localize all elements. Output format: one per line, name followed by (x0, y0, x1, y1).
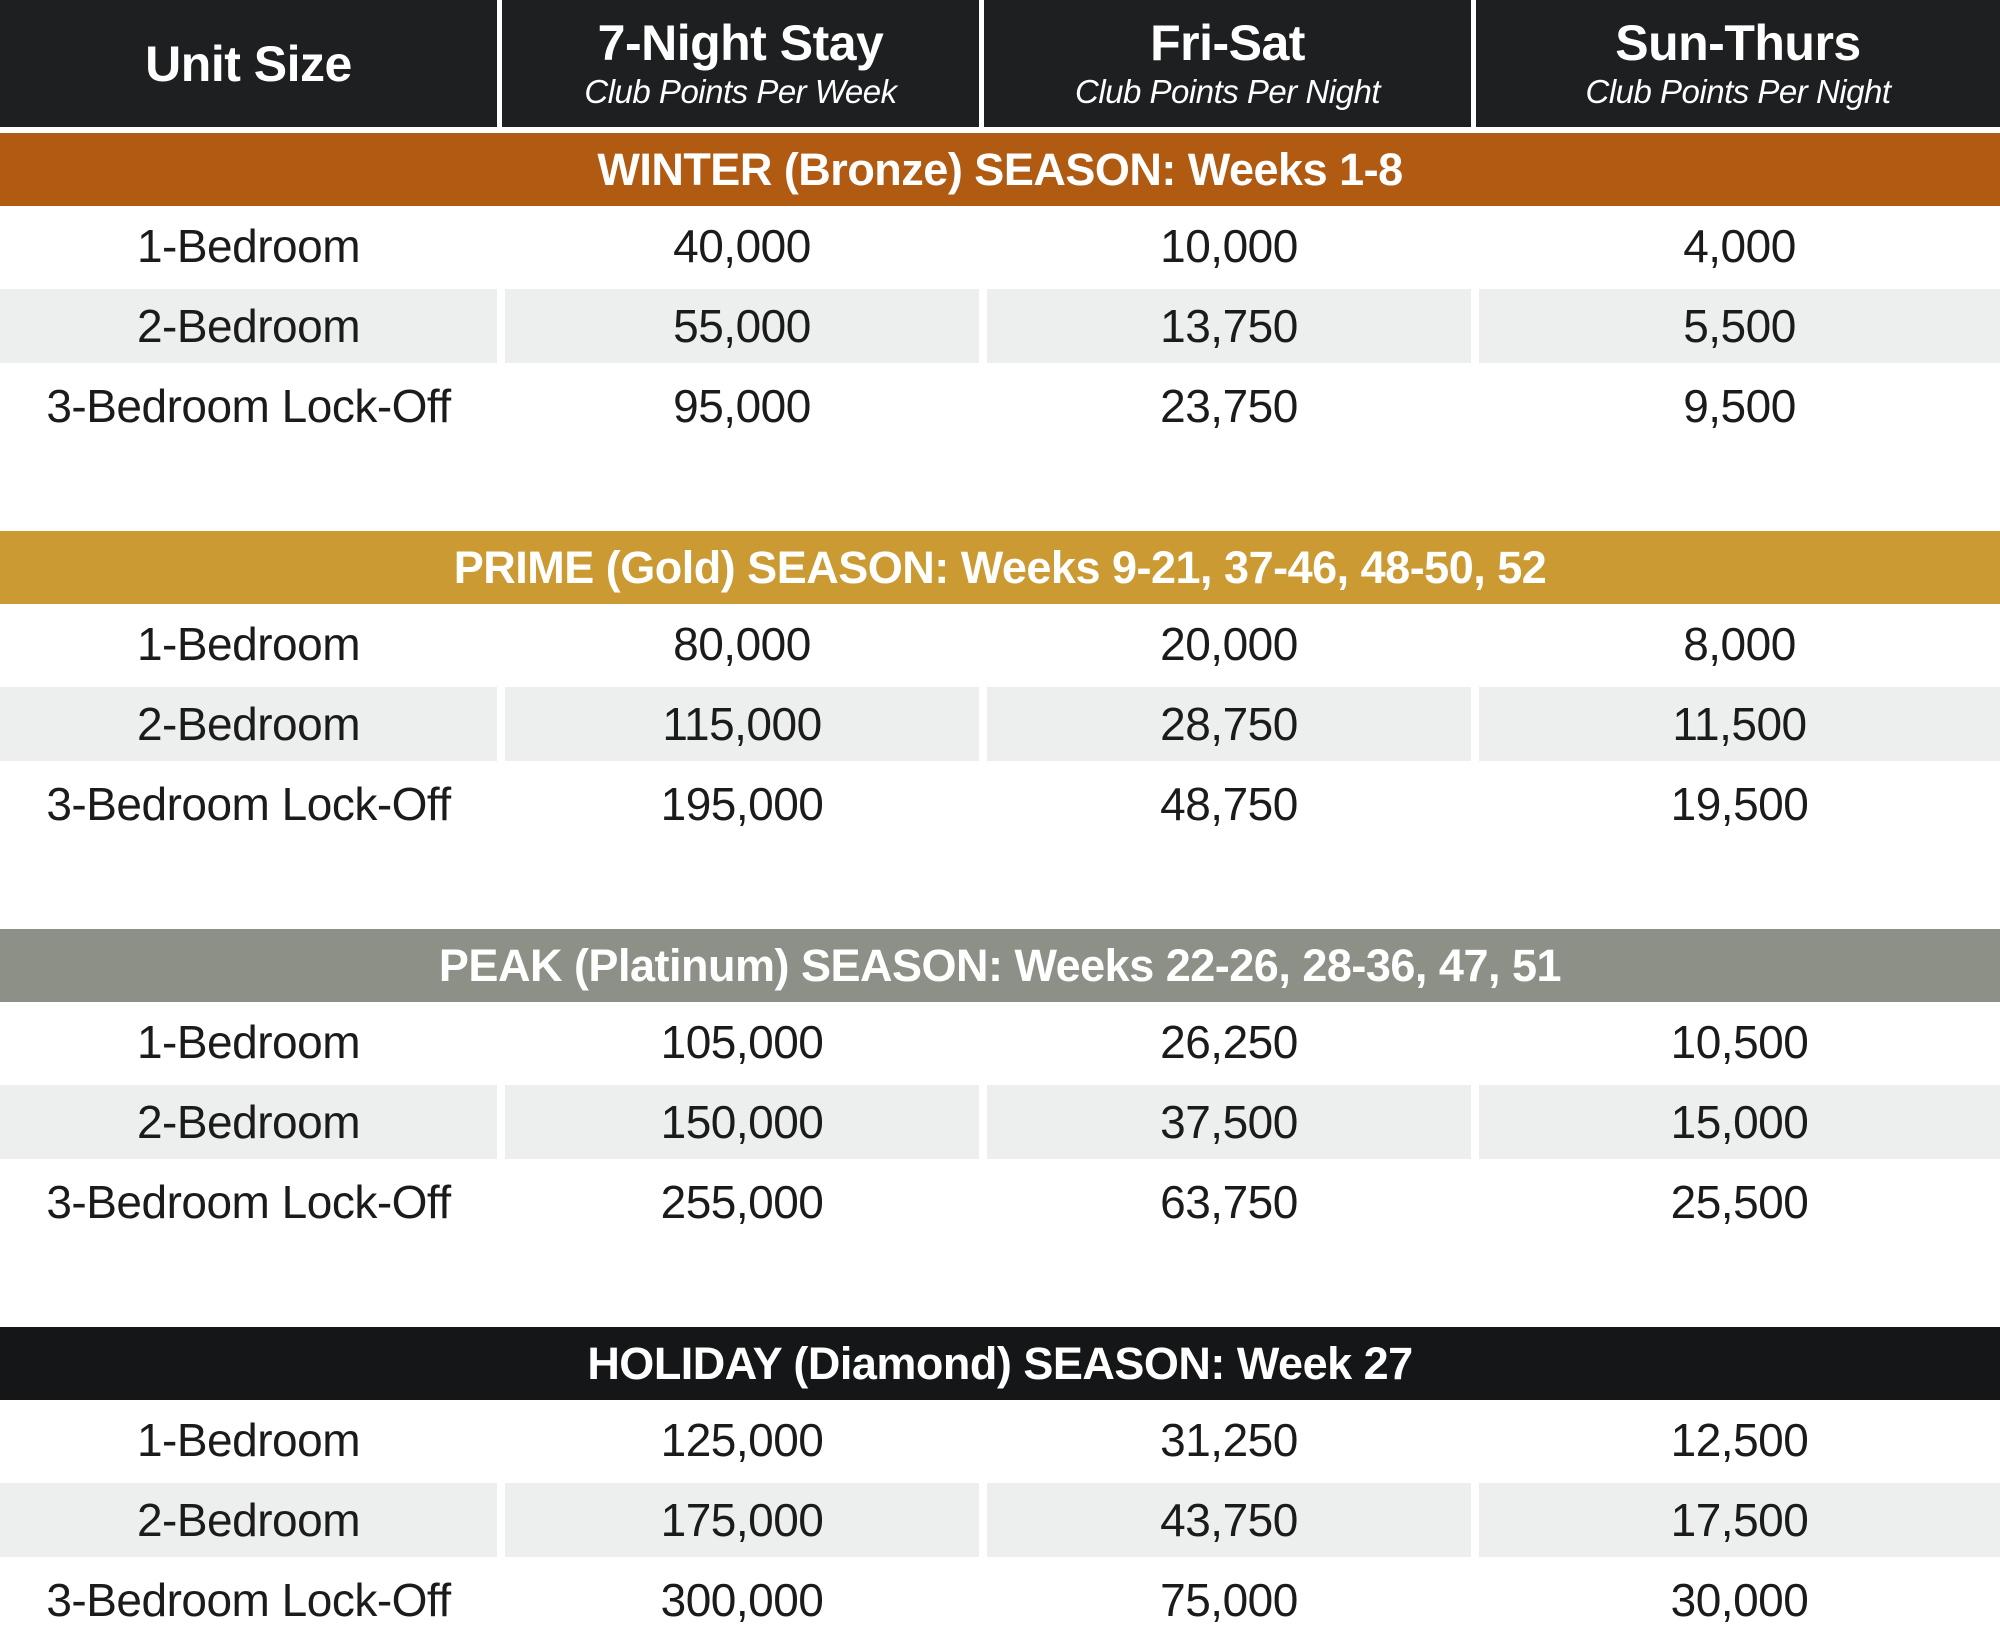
sun-thurs-points-cell: 19,500 (1471, 764, 2000, 844)
week-points-cell: 175,000 (497, 1480, 979, 1560)
week-points-cell: 80,000 (497, 604, 979, 684)
fri-sat-points-cell: 48,750 (979, 764, 1471, 844)
table-row: 2-Bedroom 175,000 43,750 17,500 (0, 1480, 2000, 1560)
season-section: HOLIDAY (Diamond) SEASON: Week 27 1-Bedro… (0, 1327, 2000, 1640)
week-points-cell: 115,000 (497, 684, 979, 764)
season-band: HOLIDAY (Diamond) SEASON: Week 27 (0, 1327, 2000, 1400)
unit-size-cell: 3-Bedroom Lock-Off (0, 1560, 497, 1640)
week-points-cell: 255,000 (497, 1162, 979, 1242)
week-points-cell: 125,000 (497, 1400, 979, 1480)
fri-sat-points-cell: 20,000 (979, 604, 1471, 684)
unit-size-cell: 3-Bedroom Lock-Off (0, 764, 497, 844)
header-subtitle: Club Points Per Night (1075, 73, 1380, 111)
header-cell-7-night-stay: 7-Night Stay Club Points Per Week (497, 0, 979, 127)
sun-thurs-points-cell: 4,000 (1471, 206, 2000, 286)
header-subtitle: Club Points Per Night (1585, 73, 1891, 111)
fri-sat-points-cell: 13,750 (979, 286, 1471, 366)
table-row: 2-Bedroom 150,000 37,500 15,000 (0, 1082, 2000, 1162)
unit-size-cell: 2-Bedroom (0, 1480, 497, 1560)
week-points-cell: 95,000 (497, 366, 979, 446)
season-band: WINTER (Bronze) SEASON: Weeks 1-8 (0, 133, 2000, 206)
unit-size-cell: 1-Bedroom (0, 206, 497, 286)
unit-size-cell: 3-Bedroom Lock-Off (0, 366, 497, 446)
season-section: WINTER (Bronze) SEASON: Weeks 1-8 1-Bedro… (0, 133, 2000, 446)
header-subtitle: Club Points Per Week (584, 73, 897, 111)
season-band: PRIME (Gold) SEASON: Weeks 9-21, 37-46, … (0, 531, 2000, 604)
table-row: 2-Bedroom 115,000 28,750 11,500 (0, 684, 2000, 764)
week-points-cell: 150,000 (497, 1082, 979, 1162)
fri-sat-points-cell: 75,000 (979, 1560, 1471, 1640)
table-row: 2-Bedroom 55,000 13,750 5,500 (0, 286, 2000, 366)
unit-size-cell: 2-Bedroom (0, 1082, 497, 1162)
fri-sat-points-cell: 10,000 (979, 206, 1471, 286)
week-points-cell: 300,000 (497, 1560, 979, 1640)
sun-thurs-points-cell: 10,500 (1471, 1002, 2000, 1082)
header-cell-unit-size: Unit Size (0, 0, 497, 127)
sun-thurs-points-cell: 11,500 (1471, 684, 2000, 764)
season-section: PRIME (Gold) SEASON: Weeks 9-21, 37-46, … (0, 531, 2000, 844)
table-row: 1-Bedroom 105,000 26,250 10,500 (0, 1002, 2000, 1082)
fri-sat-points-cell: 31,250 (979, 1400, 1471, 1480)
unit-size-cell: 3-Bedroom Lock-Off (0, 1162, 497, 1242)
header-cell-sun-thurs: Sun-Thurs Club Points Per Night (1471, 0, 2000, 127)
sun-thurs-points-cell: 8,000 (1471, 604, 2000, 684)
table-row: 3-Bedroom Lock-Off 300,000 75,000 30,000 (0, 1560, 2000, 1640)
table-row: 1-Bedroom 125,000 31,250 12,500 (0, 1400, 2000, 1480)
table-row: 3-Bedroom Lock-Off 95,000 23,750 9,500 (0, 366, 2000, 446)
header-title: Sun-Thurs (1615, 15, 1861, 72)
unit-size-cell: 1-Bedroom (0, 604, 497, 684)
header-cell-fri-sat: Fri-Sat Club Points Per Night (979, 0, 1471, 127)
season-band: PEAK (Platinum) SEASON: Weeks 22-26, 28-… (0, 929, 2000, 1002)
fri-sat-points-cell: 26,250 (979, 1002, 1471, 1082)
seasons-container: WINTER (Bronze) SEASON: Weeks 1-8 1-Bedro… (0, 133, 2000, 1640)
fri-sat-points-cell: 37,500 (979, 1082, 1471, 1162)
header-title: 7-Night Stay (597, 15, 884, 72)
unit-size-cell: 1-Bedroom (0, 1002, 497, 1082)
season-section: PEAK (Platinum) SEASON: Weeks 22-26, 28-… (0, 929, 2000, 1242)
week-points-cell: 40,000 (497, 206, 979, 286)
sun-thurs-points-cell: 9,500 (1471, 366, 2000, 446)
fri-sat-points-cell: 63,750 (979, 1162, 1471, 1242)
fri-sat-points-cell: 28,750 (979, 684, 1471, 764)
table-row: 3-Bedroom Lock-Off 255,000 63,750 25,500 (0, 1162, 2000, 1242)
header-title: Unit Size (145, 35, 352, 92)
table-header: Unit Size 7-Night Stay Club Points Per W… (0, 0, 2000, 127)
fri-sat-points-cell: 43,750 (979, 1480, 1471, 1560)
fri-sat-points-cell: 23,750 (979, 366, 1471, 446)
week-points-cell: 55,000 (497, 286, 979, 366)
table-row: 1-Bedroom 80,000 20,000 8,000 (0, 604, 2000, 684)
sun-thurs-points-cell: 30,000 (1471, 1560, 2000, 1640)
unit-size-cell: 2-Bedroom (0, 286, 497, 366)
sun-thurs-points-cell: 12,500 (1471, 1400, 2000, 1480)
week-points-cell: 105,000 (497, 1002, 979, 1082)
header-title: Fri-Sat (1150, 15, 1305, 72)
sun-thurs-points-cell: 5,500 (1471, 286, 2000, 366)
sun-thurs-points-cell: 17,500 (1471, 1480, 2000, 1560)
sun-thurs-points-cell: 15,000 (1471, 1082, 2000, 1162)
unit-size-cell: 1-Bedroom (0, 1400, 497, 1480)
sun-thurs-points-cell: 25,500 (1471, 1162, 2000, 1242)
unit-size-cell: 2-Bedroom (0, 684, 497, 764)
table-row: 1-Bedroom 40,000 10,000 4,000 (0, 206, 2000, 286)
table-row: 3-Bedroom Lock-Off 195,000 48,750 19,500 (0, 764, 2000, 844)
week-points-cell: 195,000 (497, 764, 979, 844)
